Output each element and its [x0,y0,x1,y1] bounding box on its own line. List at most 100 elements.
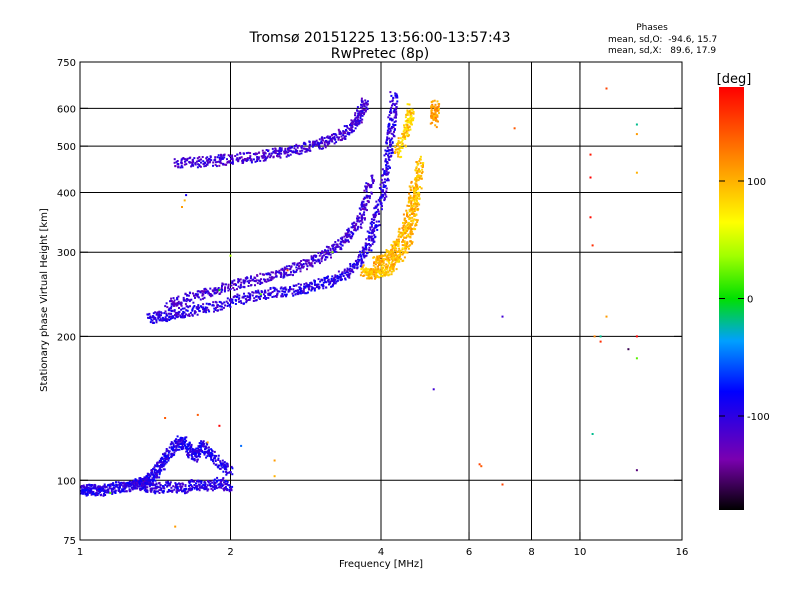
data-point [265,280,268,283]
data-point [321,137,324,140]
data-point [352,271,355,274]
data-point [225,470,227,473]
data-point [391,151,394,154]
data-point [222,464,225,467]
data-point [263,273,266,276]
data-point [364,207,367,210]
data-point [217,287,220,289]
data-point [635,171,638,174]
data-point [334,250,336,253]
data-point [411,242,413,245]
data-point [274,150,277,153]
data-point [304,286,307,289]
data-point [146,480,149,483]
data-point [208,292,210,295]
data-point [404,229,406,232]
data-point [148,485,151,488]
data-point [246,157,249,160]
data-point [354,122,357,125]
data-point [81,488,84,491]
data-point [343,131,345,134]
data-point [383,268,386,271]
data-point [139,489,142,492]
data-point [101,489,104,492]
data-point [226,463,229,466]
data-point [381,263,384,266]
y-tick-label: 750 [57,58,76,69]
data-point [317,278,320,281]
data-point [367,273,370,276]
data-point [397,235,400,238]
data-point [148,477,151,480]
data-point [143,484,146,487]
data-point [294,289,297,292]
data-point [339,237,342,240]
data-point [126,484,129,487]
data-point [153,466,156,469]
data-point [342,134,345,137]
data-point [403,224,406,227]
data-point [330,278,333,281]
data-point [221,302,224,305]
data-point [250,159,253,162]
data-point [338,136,341,139]
data-point [164,460,167,463]
data-point [346,270,349,273]
data-point [415,180,418,183]
data-point [432,118,435,121]
data-point [177,443,180,446]
data-point [375,275,378,277]
data-point [289,267,292,270]
data-point [197,445,200,448]
data-point [329,137,332,140]
data-point [189,484,192,486]
data-point [272,156,275,159]
data-point [403,240,406,243]
data-point [397,152,400,155]
data-point [389,127,391,130]
data-point [349,235,352,238]
data-point [307,291,309,294]
data-point [415,166,418,169]
data-point [291,262,294,265]
data-point [410,115,413,118]
data-point [259,159,262,162]
data-point [395,238,398,241]
data-point [262,297,265,299]
data-point [327,246,330,248]
data-point [185,305,188,308]
data-point [271,296,274,298]
data-point [370,277,373,280]
data-point [213,307,216,310]
data-point [153,491,156,493]
data-point [283,269,286,272]
data-point [154,475,157,478]
data-point [284,290,287,293]
data-point [478,463,481,466]
data-point [185,300,188,303]
data-point [166,318,169,321]
data-point [387,156,390,159]
data-point [187,314,189,317]
data-point [415,198,418,201]
data-point [214,161,217,164]
data-point [409,244,412,247]
data-point [326,135,329,138]
data-point [361,259,363,262]
data-point [381,275,384,278]
data-point [91,493,94,495]
data-point [274,152,277,155]
data-point [165,481,168,484]
data-point [416,169,419,172]
data-point [315,254,318,257]
data-point [341,137,344,140]
data-point [231,157,234,160]
data-point [200,486,203,489]
data-point [284,149,287,152]
data-point [229,288,231,291]
data-point [187,445,190,447]
data-point [407,247,410,250]
data-point [411,232,414,235]
data-point [376,255,379,258]
data-point [235,158,238,161]
